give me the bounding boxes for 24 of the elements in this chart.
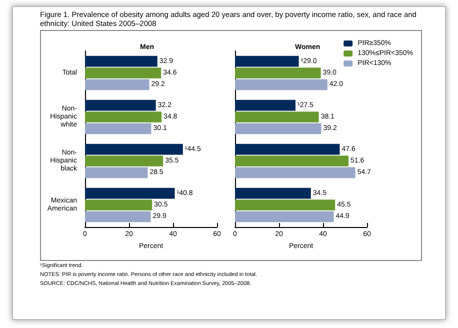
bar bbox=[235, 156, 349, 166]
bar bbox=[85, 123, 152, 134]
bar bbox=[85, 100, 156, 111]
bar bbox=[235, 68, 321, 78]
bar bbox=[235, 167, 356, 178]
bar bbox=[235, 123, 322, 134]
bar bbox=[85, 188, 175, 199]
bar bbox=[85, 79, 150, 90]
bar bbox=[235, 211, 334, 222]
bar bbox=[85, 112, 162, 122]
bar bbox=[85, 211, 151, 222]
bar bbox=[235, 79, 328, 90]
bar bbox=[235, 144, 340, 155]
bar bbox=[85, 144, 183, 155]
bar bbox=[85, 68, 162, 78]
bar bbox=[235, 188, 311, 199]
bar bbox=[235, 56, 299, 67]
bar bbox=[85, 200, 152, 210]
bar bbox=[85, 156, 164, 166]
bar bbox=[235, 200, 336, 210]
bar bbox=[235, 112, 319, 122]
bar bbox=[235, 100, 296, 111]
bar bbox=[85, 56, 158, 67]
bar bbox=[85, 167, 148, 178]
